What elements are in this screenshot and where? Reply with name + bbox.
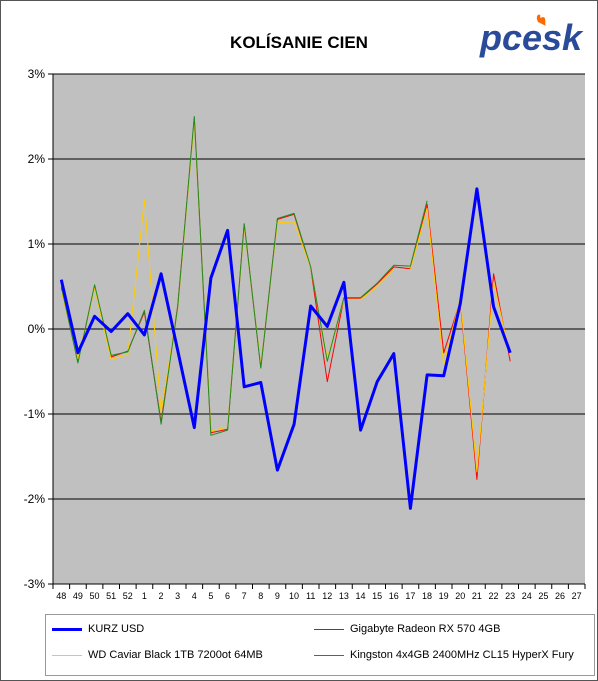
x-tick-label: 27 bbox=[572, 591, 582, 601]
legend-swatch bbox=[314, 628, 344, 630]
x-tick-label: 23 bbox=[505, 591, 515, 601]
x-tick-label: 17 bbox=[405, 591, 415, 601]
logo-text: pcesk bbox=[479, 17, 584, 58]
x-tick-label: 15 bbox=[372, 591, 382, 601]
y-tick-label: -2% bbox=[24, 492, 46, 506]
legend-label: Gigabyte Radeon RX 570 4GB bbox=[350, 623, 501, 635]
y-tick-label: 3% bbox=[28, 67, 46, 81]
y-axis-ticks: -3% -2% -1% 0% 1% 2% 3% bbox=[24, 67, 53, 591]
x-tick-label: 19 bbox=[439, 591, 449, 601]
x-tick-label: 51 bbox=[106, 591, 116, 601]
x-tick-label: 7 bbox=[242, 591, 247, 601]
x-tick-label: 20 bbox=[455, 591, 465, 601]
series-line-3 bbox=[60, 116, 428, 436]
legend-item-kurz-usd: KURZ USD bbox=[52, 623, 144, 635]
x-tick-label: 8 bbox=[258, 591, 263, 601]
legend-item-gigabyte: Gigabyte Radeon RX 570 4GB bbox=[314, 623, 500, 635]
legend-label: WD Caviar Black 1TB 7200ot 64MB bbox=[88, 649, 263, 661]
x-tick-label: 25 bbox=[538, 591, 548, 601]
y-tick-label: 2% bbox=[28, 152, 46, 166]
legend: KURZ USD Gigabyte Radeon RX 570 4GB WD C… bbox=[45, 614, 595, 676]
x-tick-label: 21 bbox=[472, 591, 482, 601]
legend-swatch bbox=[314, 654, 344, 656]
x-tick-label: 3 bbox=[175, 591, 180, 601]
legend-label: Kingston 4x4GB 2400MHz CL15 HyperX Fury bbox=[350, 649, 574, 661]
x-tick-label: 24 bbox=[522, 591, 532, 601]
y-tick-label: -1% bbox=[24, 407, 46, 421]
x-tick-label: 1 bbox=[142, 591, 147, 601]
flame-icon bbox=[536, 14, 546, 26]
legend-swatch bbox=[52, 627, 82, 631]
x-tick-label: 18 bbox=[422, 591, 432, 601]
y-tick-label: 1% bbox=[28, 237, 46, 251]
x-tick-label: 2 bbox=[159, 591, 164, 601]
x-tick-label: 6 bbox=[225, 591, 230, 601]
x-axis-ticks: 48 49 50 51 52 1 2 3 4 5 6 7 8 9 10 11 12 13 14 15 16 17 18 19 2… bbox=[52, 74, 586, 601]
x-tick-label: 22 bbox=[489, 591, 499, 601]
series-line-2 bbox=[60, 120, 511, 473]
chart-title: KOLÍSANIE CIEN bbox=[230, 33, 368, 52]
x-tick-label: 48 bbox=[56, 591, 66, 601]
x-tick-label: 13 bbox=[339, 591, 349, 601]
pcesk-logo: pcesk bbox=[479, 14, 584, 58]
x-tick-label: 9 bbox=[275, 591, 280, 601]
x-tick-label: 5 bbox=[208, 591, 213, 601]
x-tick-label: 14 bbox=[356, 591, 366, 601]
legend-item-kingston: Kingston 4x4GB 2400MHz CL15 HyperX Fury bbox=[314, 649, 574, 661]
y-tick-label: -3% bbox=[24, 577, 46, 591]
x-tick-label: 4 bbox=[192, 591, 197, 601]
x-tick-label: 12 bbox=[322, 591, 332, 601]
series-lines bbox=[59, 116, 512, 510]
x-tick-label: 11 bbox=[306, 591, 315, 601]
x-tick-label: 50 bbox=[90, 591, 100, 601]
x-tick-label: 10 bbox=[289, 591, 299, 601]
x-tick-label: 16 bbox=[389, 591, 399, 601]
series-line-0 bbox=[59, 187, 512, 510]
x-tick-label: 49 bbox=[73, 591, 83, 601]
y-tick-label: 0% bbox=[28, 322, 46, 336]
legend-item-wd-caviar: WD Caviar Black 1TB 7200ot 64MB bbox=[52, 649, 263, 661]
legend-swatch bbox=[52, 654, 82, 656]
x-tick-label: 52 bbox=[123, 591, 133, 601]
legend-label: KURZ USD bbox=[88, 623, 145, 635]
x-tick-label: 26 bbox=[555, 591, 565, 601]
